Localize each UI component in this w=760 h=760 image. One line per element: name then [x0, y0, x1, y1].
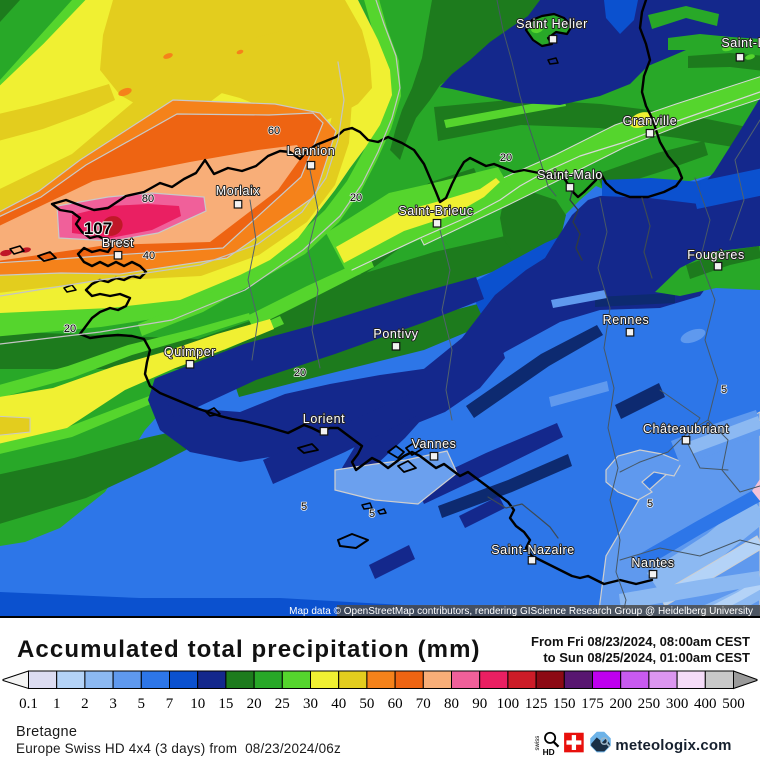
svg-text:40: 40 [331, 696, 346, 712]
svg-text:2: 2 [81, 696, 89, 712]
svg-text:Saint-Lô: Saint-Lô [721, 36, 760, 50]
svg-text:HD: HD [543, 747, 555, 757]
svg-text:250: 250 [638, 696, 661, 712]
svg-text:7: 7 [166, 696, 174, 712]
svg-text:70: 70 [416, 696, 431, 712]
svg-text:20: 20 [294, 367, 306, 379]
svg-text:107: 107 [84, 219, 112, 238]
svg-text:15: 15 [218, 696, 233, 712]
svg-text:80: 80 [444, 696, 459, 712]
svg-text:400: 400 [694, 696, 717, 712]
svg-text:Nantes: Nantes [631, 556, 674, 570]
svg-text:Rennes: Rennes [603, 313, 650, 327]
svg-text:20: 20 [500, 152, 512, 164]
svg-text:Morlaix: Morlaix [216, 184, 261, 198]
svg-text:3: 3 [109, 696, 117, 712]
svg-text:Saint-Nazaire: Saint-Nazaire [491, 543, 575, 557]
svg-text:60: 60 [388, 696, 403, 712]
svg-text:Granville: Granville [623, 114, 678, 128]
svg-text:Lorient: Lorient [303, 412, 345, 426]
svg-text:100: 100 [497, 696, 520, 712]
svg-text:Brest: Brest [102, 236, 134, 250]
svg-text:Quimper: Quimper [164, 345, 216, 359]
svg-text:swiss: swiss [535, 736, 541, 751]
svg-text:0.1: 0.1 [19, 696, 38, 712]
svg-text:500: 500 [722, 696, 745, 712]
svg-text:20: 20 [64, 323, 76, 335]
svg-text:Vannes: Vannes [411, 437, 456, 451]
svg-text:50: 50 [359, 696, 374, 712]
svg-text:200: 200 [609, 696, 632, 712]
svg-text:150: 150 [553, 696, 576, 712]
svg-text:Pontivy: Pontivy [373, 327, 418, 341]
svg-text:5: 5 [369, 508, 375, 520]
svg-text:175: 175 [581, 696, 604, 712]
svg-text:60: 60 [268, 125, 280, 137]
svg-text:300: 300 [666, 696, 689, 712]
svg-text:Châteaubriant: Châteaubriant [643, 422, 729, 436]
svg-text:Fougères: Fougères [687, 248, 745, 262]
svg-text:20: 20 [247, 696, 262, 712]
svg-text:5: 5 [138, 696, 146, 712]
svg-text:5: 5 [647, 498, 653, 510]
svg-text:25: 25 [275, 696, 290, 712]
svg-text:Saint Helier: Saint Helier [516, 17, 588, 31]
svg-text:Saint-Malo: Saint-Malo [537, 168, 603, 182]
svg-text:meteologix.com: meteologix.com [615, 737, 731, 754]
svg-text:Saint-Brieuc: Saint-Brieuc [398, 204, 473, 218]
svg-text:1: 1 [53, 696, 61, 712]
svg-text:30: 30 [303, 696, 318, 712]
svg-text:Lannion: Lannion [287, 144, 336, 158]
svg-text:125: 125 [525, 696, 548, 712]
svg-text:Map data © OpenStreetMap contr: Map data © OpenStreetMap contributors, r… [289, 606, 753, 617]
svg-text:10: 10 [190, 696, 205, 712]
svg-text:5: 5 [301, 501, 307, 513]
svg-text:80: 80 [142, 193, 154, 205]
svg-text:5: 5 [721, 384, 727, 396]
svg-text:20: 20 [350, 192, 362, 204]
svg-text:90: 90 [472, 696, 487, 712]
svg-text:40: 40 [143, 250, 155, 262]
